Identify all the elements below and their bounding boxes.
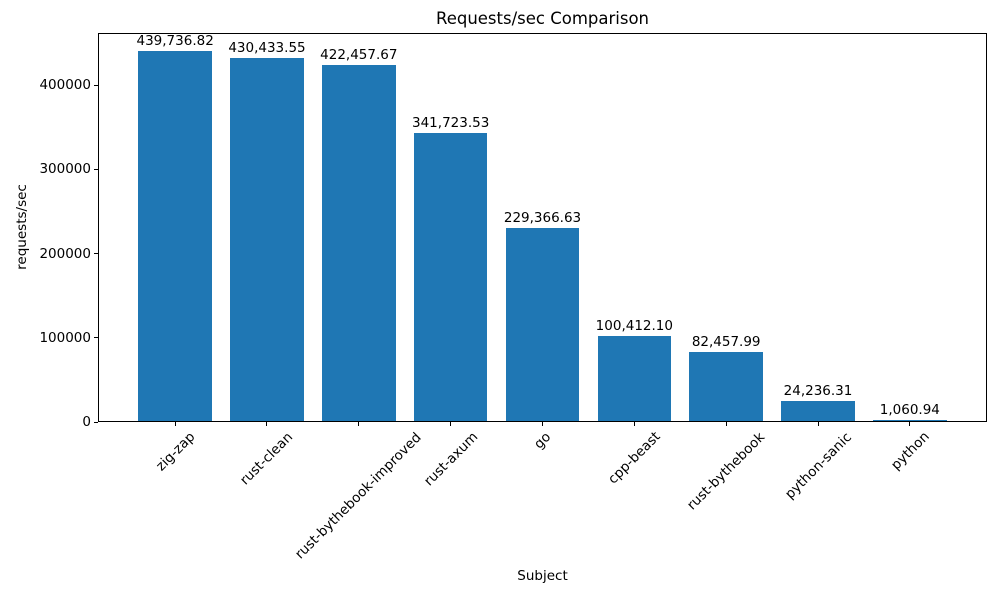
x-tick-mark — [633, 422, 635, 426]
x-tick-mark — [909, 422, 911, 426]
bar — [413, 133, 488, 421]
x-tick-label: python — [887, 428, 933, 474]
bar — [505, 227, 580, 421]
bar — [781, 400, 855, 421]
x-tick-mark — [266, 422, 268, 426]
x-tick-label: rust-axum — [420, 428, 481, 490]
value-label: 1,060.94 — [879, 402, 940, 419]
value-label: 439,736.82 — [136, 32, 214, 49]
y-tick-label: 100000 — [39, 329, 91, 346]
value-label: 24,236.31 — [783, 382, 853, 399]
bar — [230, 58, 304, 421]
y-tick-mark — [94, 84, 98, 86]
x-tick-mark — [358, 422, 360, 426]
bar — [597, 336, 672, 421]
y-tick-label: 300000 — [39, 161, 91, 178]
x-tick-label: rust-bythebook — [684, 429, 769, 514]
x-axis-label: Subject — [517, 568, 568, 584]
x-tick-label: go — [530, 429, 555, 453]
y-axis-label: requests/sec — [14, 184, 30, 270]
bar — [873, 420, 947, 421]
y-tick-label: 200000 — [39, 245, 91, 262]
value-label: 82,457.99 — [691, 333, 761, 350]
x-tick-label: rust-bythebook-improved — [292, 429, 426, 562]
x-tick-mark — [174, 422, 176, 426]
x-tick-label: zig-zap — [152, 428, 198, 475]
chart-title: Requests/sec Comparison — [435, 9, 650, 28]
y-tick-mark — [94, 253, 98, 254]
x-tick-mark — [725, 422, 727, 426]
y-tick-label: 0 — [82, 414, 91, 430]
bar — [689, 351, 763, 421]
bar — [322, 65, 396, 421]
x-tick-label: python-sanic — [781, 428, 855, 502]
plot-area: 0 100000 200000 300000 400000 439,736.82 zig-z… — [39, 32, 987, 562]
y-tick-mark — [94, 421, 98, 423]
value-label: 229,366.63 — [503, 209, 582, 226]
x-tick-mark — [817, 422, 819, 426]
x-tick-label: rust-clean — [237, 429, 297, 489]
x-tick-label: cpp-beast — [604, 429, 664, 488]
value-label: 341,723.53 — [412, 115, 490, 132]
x-tick-mark — [542, 422, 543, 426]
value-label: 100,412.10 — [595, 318, 673, 335]
y-tick-mark — [94, 337, 98, 339]
x-tick-mark — [450, 422, 452, 426]
y-tick-label: 400000 — [39, 77, 91, 93]
value-label: 430,433.55 — [228, 40, 306, 57]
bar — [138, 50, 212, 421]
y-tick-mark — [94, 168, 98, 170]
value-label: 422,457.67 — [320, 47, 398, 64]
